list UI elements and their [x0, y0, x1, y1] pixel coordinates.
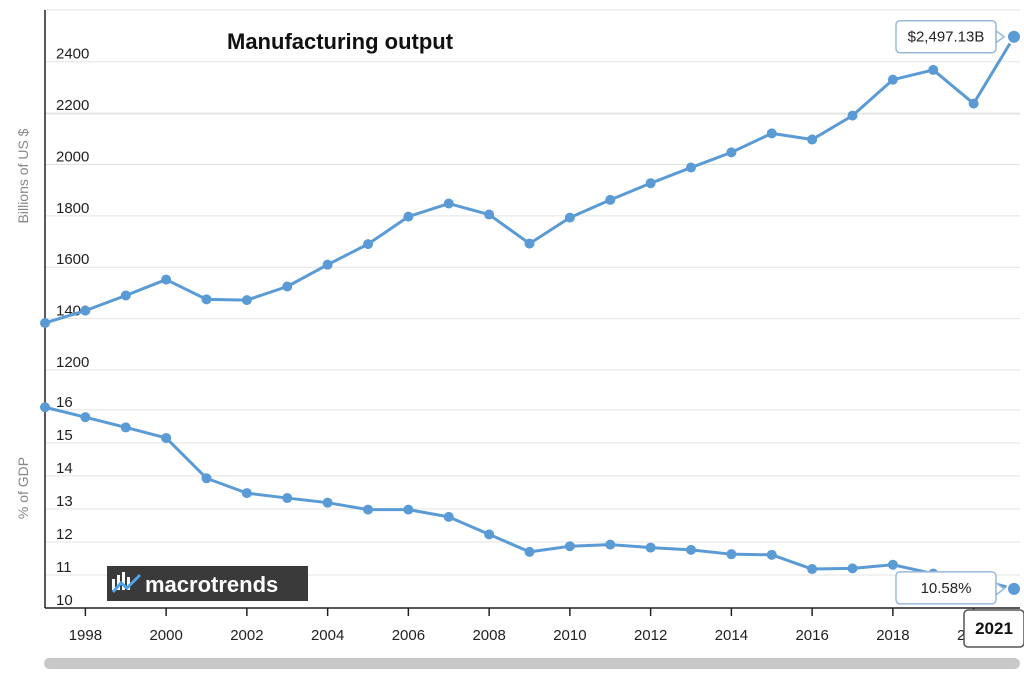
tooltip-value: 10.58%	[921, 580, 972, 597]
data-point	[484, 529, 495, 540]
y-tick-label: 1200	[56, 354, 89, 371]
y-tick-label: 12	[56, 526, 73, 543]
y-tick-label: 16	[56, 394, 73, 411]
data-point	[1006, 580, 1022, 597]
y-tick-label: 13	[56, 493, 73, 510]
series-layer	[40, 28, 1022, 597]
tooltip-pointer	[995, 581, 1006, 597]
data-point	[726, 549, 737, 560]
y-tick-label: 15	[56, 427, 73, 444]
data-point	[887, 559, 898, 570]
data-point	[887, 74, 898, 85]
data-point	[645, 542, 656, 553]
data-point	[766, 549, 777, 560]
y-tick-label: 14	[56, 460, 73, 477]
data-point	[241, 488, 252, 499]
x-tick-label: 2000	[149, 627, 182, 644]
y-tick-label: 11	[56, 559, 72, 576]
data-point	[120, 290, 131, 301]
data-point	[564, 541, 575, 552]
tooltip-year: 2021	[963, 609, 1024, 648]
tooltip-pointer	[995, 29, 1006, 45]
data-point	[120, 422, 131, 433]
y-tick-label: 2400	[56, 46, 89, 63]
data-point	[443, 511, 454, 522]
data-point	[80, 412, 91, 423]
data-point	[807, 564, 818, 575]
x-tick-label: 2014	[715, 627, 748, 644]
data-point	[363, 239, 373, 250]
data-point	[282, 493, 293, 504]
data-point	[524, 546, 535, 557]
tooltip-percent: 10.58%	[895, 571, 1006, 605]
gridlines	[45, 9, 1020, 609]
data-point	[40, 402, 50, 413]
data-point	[645, 178, 656, 189]
y-axis-label-top: Billions of US $	[15, 128, 31, 223]
x-tick-label: 2016	[795, 627, 828, 644]
logo-icon	[111, 572, 142, 593]
data-point	[443, 198, 454, 209]
data-point	[363, 504, 373, 515]
data-point	[161, 432, 172, 443]
data-point	[605, 539, 616, 550]
x-tick-label: 2004	[311, 627, 344, 644]
data-point	[161, 274, 172, 285]
data-point	[928, 64, 939, 75]
axes: 1200 1400 1600 1800 2000 2200 2400 10 11 12 13 14 15…	[44, 10, 1020, 644]
tooltip-value: $2,497.13B	[908, 29, 985, 46]
series-line	[44, 405, 1015, 591]
data-point	[322, 497, 333, 508]
data-point	[807, 134, 818, 145]
data-point	[605, 194, 616, 205]
y-tick-label: 2000	[56, 148, 89, 165]
data-point	[403, 504, 414, 515]
logo-text: macrotrends	[145, 572, 278, 597]
x-tick-label: 2010	[553, 627, 586, 644]
data-point	[847, 563, 858, 574]
chart-title: Manufacturing output	[227, 29, 454, 54]
tooltip-billions: $2,497.13B	[895, 19, 1006, 54]
y-tick-label: 10	[56, 592, 73, 609]
data-point	[80, 305, 91, 316]
data-point	[686, 544, 696, 555]
x-tick-label: 2006	[392, 627, 425, 644]
data-point	[564, 212, 575, 223]
data-point	[484, 209, 495, 220]
data-point	[241, 295, 252, 306]
data-point	[201, 294, 212, 305]
tooltip-year-label: 2021	[975, 619, 1013, 638]
data-point	[766, 128, 777, 139]
data-point	[403, 211, 414, 222]
x-tick-label: 2002	[230, 627, 263, 644]
y-tick-label: 1800	[56, 200, 89, 217]
data-point	[686, 162, 696, 173]
logo-background	[107, 566, 308, 601]
data-point	[1006, 28, 1022, 45]
data-point	[40, 317, 50, 328]
y-tick-label: 1600	[56, 251, 89, 268]
x-tick-label: 2018	[876, 627, 909, 644]
y-tick-label: 1400	[56, 303, 89, 320]
tooltips: $2,497.13B 10.58% 2021	[895, 19, 1024, 648]
y-axis-label-bottom: % of GDP	[15, 457, 31, 519]
macrotrends-logo[interactable]: macrotrends	[107, 566, 308, 601]
data-point	[968, 98, 979, 109]
data-point	[322, 259, 333, 270]
data-point	[847, 110, 858, 121]
horizontal-scrollbar[interactable]	[44, 658, 1020, 669]
x-tick-label: 2012	[634, 627, 667, 644]
data-point	[282, 281, 293, 292]
data-point	[524, 238, 535, 249]
y-tick-label: 2200	[56, 97, 89, 114]
tooltip-year-box	[963, 609, 1024, 648]
x-tick-label: 2008	[472, 627, 505, 644]
data-point	[201, 473, 212, 484]
x-tick-label: 1998	[69, 627, 102, 644]
series-line	[44, 35, 1016, 325]
data-point	[726, 147, 737, 158]
